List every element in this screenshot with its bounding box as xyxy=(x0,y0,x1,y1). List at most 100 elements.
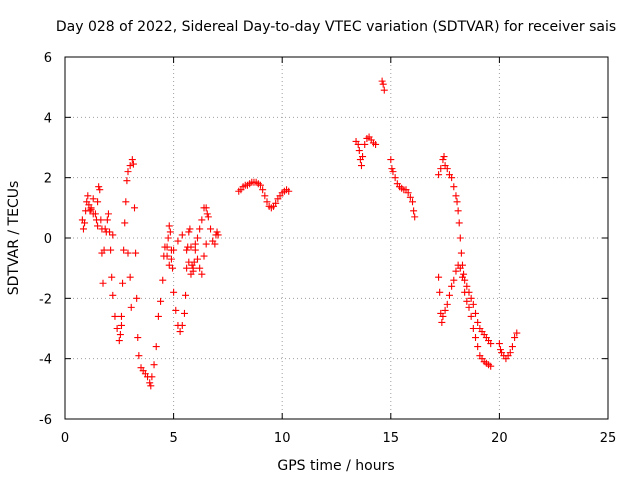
data-point xyxy=(203,210,211,218)
data-point xyxy=(157,297,165,305)
data-point xyxy=(439,156,447,164)
x-tick-label: 0 xyxy=(61,431,69,446)
data-point xyxy=(169,264,177,272)
data-point xyxy=(185,228,193,236)
data-point xyxy=(458,273,466,281)
y-tick-label: 0 xyxy=(44,232,52,247)
data-point xyxy=(474,318,482,326)
data-point xyxy=(89,195,97,203)
data-point xyxy=(463,282,471,290)
y-tick-label: 2 xyxy=(44,172,52,187)
data-point xyxy=(178,321,186,329)
data-point xyxy=(123,177,131,185)
data-point xyxy=(187,270,195,278)
series-segment-3 xyxy=(352,77,419,221)
data-point xyxy=(104,210,112,218)
x-tick-label: 10 xyxy=(274,431,291,446)
data-point xyxy=(191,240,199,248)
data-point xyxy=(214,231,222,239)
data-point xyxy=(174,237,182,245)
series-segment-4 xyxy=(435,153,521,370)
data-point xyxy=(355,147,363,155)
x-axis-label: GPS time / hours xyxy=(277,458,394,474)
data-point xyxy=(170,246,178,254)
data-point xyxy=(106,228,114,236)
data-point xyxy=(170,288,178,296)
data-point xyxy=(103,216,111,224)
data-point xyxy=(440,153,448,161)
data-point xyxy=(147,382,155,390)
data-point xyxy=(164,234,172,242)
data-point xyxy=(409,198,417,206)
data-point xyxy=(474,343,482,351)
data-point xyxy=(94,222,102,230)
data-point xyxy=(450,183,458,191)
data-point xyxy=(189,264,197,272)
data-point xyxy=(186,225,194,233)
data-point xyxy=(131,204,139,212)
data-point xyxy=(127,303,135,311)
data-point xyxy=(259,186,267,194)
y-tick-label: 4 xyxy=(44,111,52,126)
data-point xyxy=(388,165,396,173)
data-point xyxy=(182,291,190,299)
data-point xyxy=(196,225,204,233)
data-point xyxy=(154,312,162,320)
data-point xyxy=(463,297,471,305)
data-point xyxy=(456,234,464,242)
data-point xyxy=(84,192,92,200)
data-point xyxy=(472,309,480,317)
data-point xyxy=(117,312,125,320)
data-point xyxy=(193,234,201,242)
data-point xyxy=(387,156,395,164)
data-point xyxy=(508,343,516,351)
data-point xyxy=(202,240,210,248)
data-point xyxy=(185,258,193,266)
data-point xyxy=(133,294,141,302)
data-point xyxy=(124,168,132,176)
data-point xyxy=(272,199,280,207)
data-point xyxy=(506,349,514,357)
data-point xyxy=(461,288,469,296)
data-point xyxy=(121,219,129,227)
data-point xyxy=(204,213,212,221)
data-point xyxy=(354,140,362,148)
data-point xyxy=(109,291,117,299)
data-point xyxy=(99,279,107,287)
data-point xyxy=(187,243,195,251)
data-point xyxy=(361,140,369,148)
y-tick-label: -6 xyxy=(39,413,52,428)
data-point xyxy=(439,312,447,320)
data-point xyxy=(165,261,173,269)
data-point xyxy=(450,276,458,284)
data-point xyxy=(150,361,158,369)
data-point xyxy=(196,264,204,272)
data-point xyxy=(95,183,103,191)
data-point xyxy=(448,174,456,182)
data-points xyxy=(78,77,521,390)
data-point xyxy=(263,198,271,206)
data-point xyxy=(200,252,208,260)
x-tick-labels: 0 5 10 15 20 25 xyxy=(61,431,616,446)
grid-lines xyxy=(65,57,608,419)
data-point xyxy=(109,231,117,239)
y-tick-label: -2 xyxy=(39,292,52,307)
data-point xyxy=(456,264,464,272)
data-point xyxy=(445,291,453,299)
data-point xyxy=(183,246,191,254)
data-point xyxy=(163,243,171,251)
data-point xyxy=(495,340,503,348)
data-point xyxy=(166,228,174,236)
data-point xyxy=(455,219,463,227)
x-tick-label: 20 xyxy=(491,431,508,446)
data-point xyxy=(124,249,132,257)
data-point xyxy=(438,318,446,326)
chart-title: Day 028 of 2022, Sidereal Day-to-day VTE… xyxy=(56,19,616,35)
data-point xyxy=(108,273,116,281)
data-point xyxy=(86,207,94,215)
data-point xyxy=(107,246,115,254)
data-point xyxy=(98,225,106,233)
plot-frame xyxy=(64,56,609,420)
data-point xyxy=(511,334,519,342)
data-point xyxy=(452,267,460,275)
